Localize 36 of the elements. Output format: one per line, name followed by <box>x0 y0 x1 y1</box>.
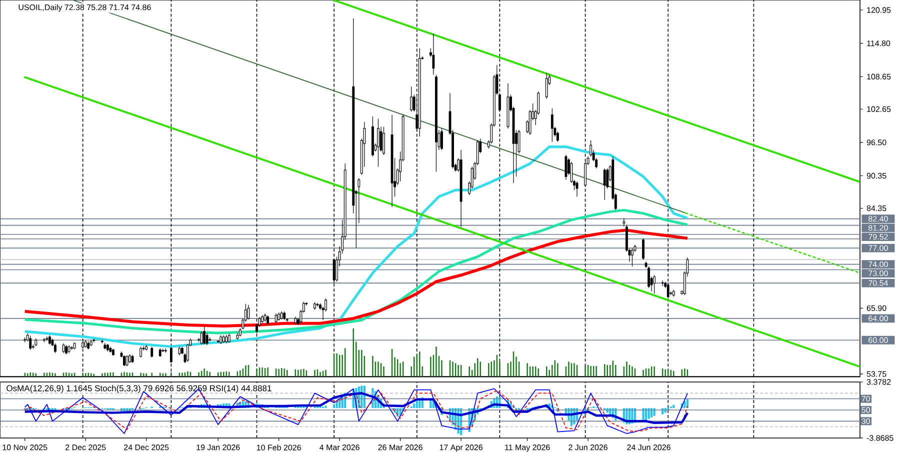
x-tick-label: 4 Mar 2026 <box>320 444 360 450</box>
y2-tick-label: 70 <box>862 396 870 402</box>
y-tick-label: 102.65 <box>867 106 891 112</box>
ref-line-label: 81.20 <box>868 224 888 231</box>
y2-tick-label: 50 <box>862 407 870 413</box>
x-tick-label: 24 Dec 2025 <box>124 444 169 450</box>
x-tick-label: 10 Nov 2025 <box>2 444 48 450</box>
y-tick-label: -3.8685 <box>866 435 894 441</box>
y-tick-label: 84.35 <box>866 205 886 212</box>
y-tick-label: 3.3782 <box>866 379 891 385</box>
x-tick-label: 26 Mar 2026 <box>378 444 422 450</box>
ref-line-label: 79.52 <box>868 234 888 240</box>
x-tick-label: 19 Jan 2026 <box>196 444 240 450</box>
ref-line-label: 60.00 <box>868 337 888 343</box>
y-tick-label: 65.90 <box>866 305 886 312</box>
chart-title: OsMA(12,26,9) 1.1645 Stoch(5,3,3) 79.6926 56.9259 RSI(14) 44.8881 <box>6 385 272 393</box>
y-tick-label: 114.80 <box>867 40 890 46</box>
ref-line-label: 74.00 <box>868 261 888 268</box>
y-tick-label: 90.35 <box>866 172 886 179</box>
ref-line-label: 73.00 <box>868 270 888 276</box>
y2-tick-label: 30 <box>862 418 870 424</box>
ref-line-label: 82.40 <box>868 216 888 222</box>
x-tick-label: 11 May 2026 <box>505 444 550 452</box>
x-tick-label: 2 Dec 2025 <box>66 444 106 450</box>
y-tick-label: 108.65 <box>867 74 891 80</box>
y-tick-label: 120.95 <box>867 7 891 13</box>
ref-line-label: 70.54 <box>868 280 888 286</box>
ref-line-label: 64.00 <box>868 316 888 322</box>
y-tick-label: 53.75 <box>866 371 886 377</box>
x-tick-label: 10 Feb 2026 <box>257 444 301 450</box>
x-tick-label: 24 Jun 2026 <box>627 444 670 450</box>
x-tick-label: 2 Jun 2026 <box>568 444 608 450</box>
x-tick-label: 17 Apr 2026 <box>440 444 482 452</box>
ref-line-label: 77.00 <box>868 245 888 251</box>
y-tick-label: 96.50 <box>866 140 886 146</box>
text: USOIL,Daily 72.38 75.28 71.74 74.86 <box>18 4 151 12</box>
